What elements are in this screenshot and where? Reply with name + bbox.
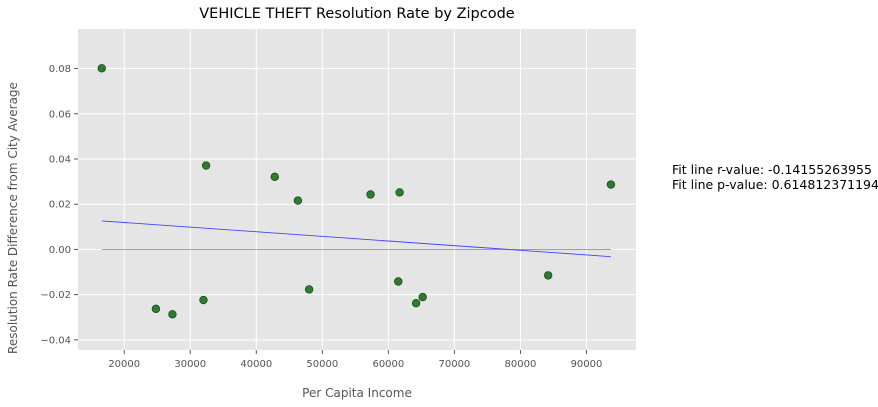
x-tick-label: 90000 xyxy=(571,359,603,370)
y-tick-label: 0.08 xyxy=(49,64,71,75)
fit-p-value-annotation: Fit line p-value: 0.614812371194 xyxy=(672,177,878,192)
data-point xyxy=(304,285,314,294)
lines xyxy=(101,220,611,258)
data-point xyxy=(543,271,553,280)
x-tick-label: 40000 xyxy=(240,359,272,370)
y-tick-label: 0.02 xyxy=(49,200,71,211)
data-point xyxy=(168,310,177,319)
y-tick-label: 0.04 xyxy=(49,154,71,165)
x-tick-label: 30000 xyxy=(174,359,206,370)
y-tick-label: −0.04 xyxy=(40,335,71,346)
data-point xyxy=(418,292,427,302)
data-point xyxy=(606,180,616,189)
y-tick-label: −0.02 xyxy=(40,290,71,301)
data-point xyxy=(395,188,404,197)
x-tick-label: 20000 xyxy=(108,359,140,370)
data-point xyxy=(293,196,303,205)
data-point xyxy=(366,190,375,199)
data-point xyxy=(199,295,208,305)
fit-r-value-annotation: Fit line r-value: -0.14155263955 xyxy=(672,162,872,177)
plot-area xyxy=(78,29,636,350)
y-tick-label: 0.00 xyxy=(49,245,71,256)
data-point xyxy=(270,172,279,182)
x-tick-label: 60000 xyxy=(372,359,404,370)
data-point xyxy=(394,277,403,286)
x-tick-label: 70000 xyxy=(438,359,470,370)
data-point xyxy=(411,299,421,308)
y-tick-label: 0.06 xyxy=(49,109,71,120)
x-axis-label: Per Capita Income xyxy=(302,386,412,400)
data-point xyxy=(97,64,106,73)
data-point xyxy=(151,304,161,314)
chart-title: VEHICLE THEFT Resolution Rate by Zipcode xyxy=(199,6,515,22)
data-point xyxy=(201,161,211,170)
y-axis-label: Resolution Rate Difference from City Ave… xyxy=(6,82,20,354)
x-tick-label: 50000 xyxy=(306,359,338,370)
tick-labels: 20000 30000 40000 50000 60000 70000 80000 90000… xyxy=(40,64,602,370)
fit-line xyxy=(101,220,611,258)
x-tick-label: 80000 xyxy=(505,359,537,370)
data-points xyxy=(97,64,616,319)
